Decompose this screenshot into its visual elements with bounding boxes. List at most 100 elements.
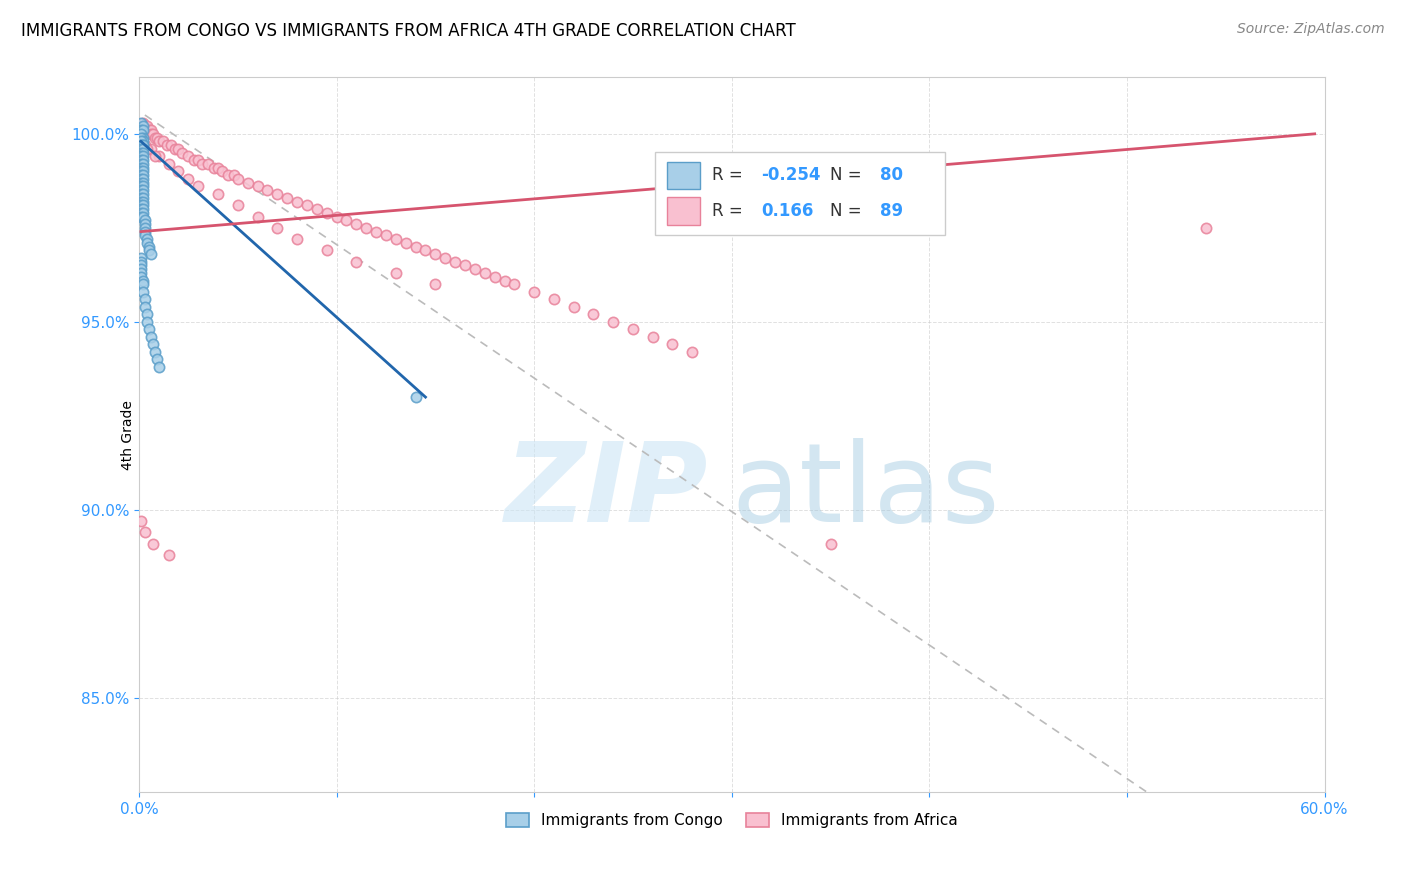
Point xyxy=(132,202,155,216)
FancyBboxPatch shape xyxy=(655,153,945,235)
Point xyxy=(129,157,152,171)
Point xyxy=(129,176,152,190)
Point xyxy=(132,176,155,190)
Point xyxy=(285,232,308,246)
Point xyxy=(134,525,156,540)
Point xyxy=(134,138,156,153)
Point xyxy=(138,244,160,258)
Point xyxy=(129,164,152,178)
Point xyxy=(344,217,367,231)
Point xyxy=(132,120,155,134)
Point xyxy=(236,176,259,190)
Point xyxy=(207,187,229,202)
Point xyxy=(621,322,644,336)
Point xyxy=(159,138,181,153)
Point xyxy=(129,138,152,153)
Point xyxy=(661,337,683,351)
Point xyxy=(129,191,152,205)
Point xyxy=(132,161,155,175)
Point xyxy=(129,206,152,220)
Point xyxy=(246,179,269,194)
Point xyxy=(132,285,155,299)
Point xyxy=(129,179,152,194)
Point xyxy=(134,213,156,227)
Text: N =: N = xyxy=(830,166,868,185)
Point xyxy=(143,130,166,145)
Point xyxy=(132,164,155,178)
Point xyxy=(157,548,180,562)
Point xyxy=(139,330,162,344)
Point xyxy=(129,145,152,160)
Point xyxy=(226,172,249,186)
Point xyxy=(183,153,205,168)
Point xyxy=(129,153,152,168)
Point xyxy=(132,273,155,287)
Point xyxy=(543,293,565,307)
Point xyxy=(139,127,162,141)
Point xyxy=(207,161,229,175)
Text: R =: R = xyxy=(711,202,748,220)
Point xyxy=(132,153,155,168)
Point xyxy=(681,345,703,359)
Text: 89: 89 xyxy=(880,202,903,220)
Point xyxy=(132,115,155,129)
Point xyxy=(375,228,398,243)
Point xyxy=(132,198,155,212)
Text: R =: R = xyxy=(711,166,748,185)
Point xyxy=(157,157,180,171)
Point xyxy=(129,514,152,528)
Point xyxy=(132,145,155,160)
Legend: Immigrants from Congo, Immigrants from Africa: Immigrants from Congo, Immigrants from A… xyxy=(499,807,963,834)
Point xyxy=(135,307,157,321)
Point xyxy=(820,537,842,551)
Point xyxy=(156,138,179,153)
Point xyxy=(425,247,447,261)
Point xyxy=(143,345,166,359)
Point xyxy=(344,254,367,268)
Text: -0.254: -0.254 xyxy=(762,166,821,185)
Point xyxy=(134,220,156,235)
Point xyxy=(197,157,219,171)
Point xyxy=(138,123,160,137)
Point xyxy=(132,172,155,186)
Point xyxy=(129,198,152,212)
Point xyxy=(132,187,155,202)
Point xyxy=(167,142,190,156)
Point xyxy=(167,164,190,178)
Point xyxy=(285,194,308,209)
Point xyxy=(129,134,152,148)
Point xyxy=(132,149,155,163)
Point xyxy=(315,206,337,220)
Point xyxy=(135,235,157,250)
Point xyxy=(425,277,447,292)
Text: IMMIGRANTS FROM CONGO VS IMMIGRANTS FROM AFRICA 4TH GRADE CORRELATION CHART: IMMIGRANTS FROM CONGO VS IMMIGRANTS FROM… xyxy=(21,22,796,40)
Point xyxy=(132,134,155,148)
Point xyxy=(134,300,156,314)
Point xyxy=(454,259,477,273)
Point xyxy=(139,123,162,137)
Y-axis label: 4th Grade: 4th Grade xyxy=(121,400,135,469)
Point xyxy=(1195,220,1218,235)
Point xyxy=(129,187,152,202)
Point xyxy=(295,198,318,212)
Point xyxy=(217,168,239,182)
Point xyxy=(129,210,152,224)
Point xyxy=(354,220,377,235)
Point xyxy=(315,244,337,258)
Point xyxy=(145,130,167,145)
Point xyxy=(134,120,156,134)
Point xyxy=(335,213,357,227)
Point xyxy=(142,337,165,351)
Point xyxy=(582,307,605,321)
Point xyxy=(484,269,506,284)
Point xyxy=(148,149,170,163)
Point xyxy=(325,210,347,224)
Point xyxy=(132,130,155,145)
Point xyxy=(385,232,408,246)
Point xyxy=(132,138,155,153)
Point xyxy=(246,210,269,224)
Point xyxy=(135,315,157,329)
Point xyxy=(129,254,152,268)
Point xyxy=(129,149,152,163)
Point xyxy=(138,322,160,336)
